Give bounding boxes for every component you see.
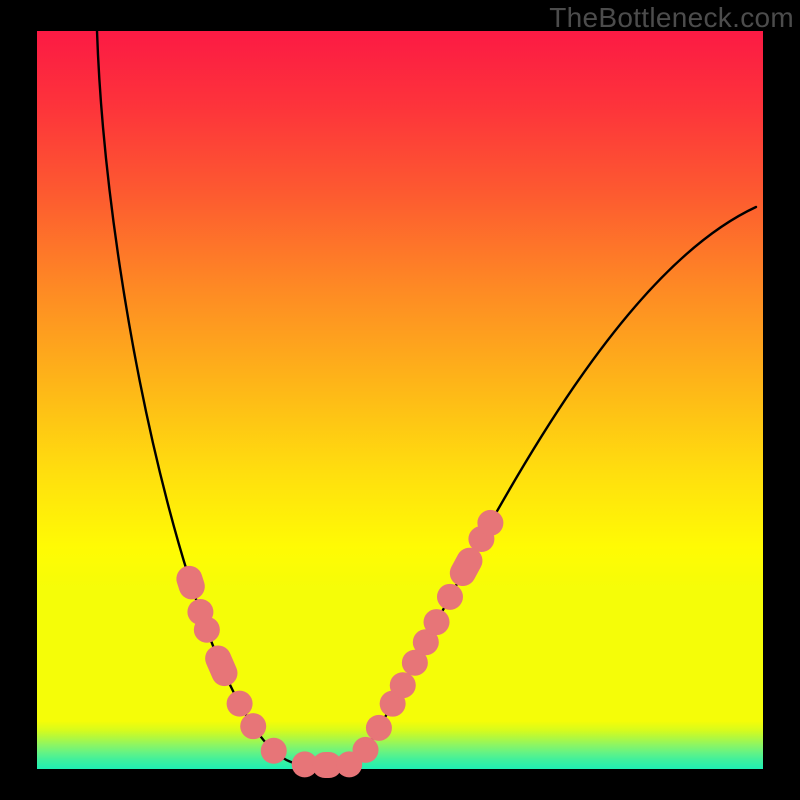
- data-capsule: [463, 561, 470, 573]
- data-capsule: [477, 510, 503, 536]
- data-capsule: [437, 584, 463, 610]
- data-capsule: [189, 579, 191, 587]
- data-capsule: [353, 737, 379, 763]
- data-capsule: [218, 658, 224, 673]
- data-capsule: [261, 738, 287, 764]
- data-capsule: [366, 715, 392, 741]
- gradient-plot-area: [37, 31, 763, 769]
- data-capsule: [424, 609, 450, 635]
- data-capsule: [227, 691, 253, 717]
- data-capsule: [240, 713, 266, 739]
- data-capsule: [390, 672, 416, 698]
- data-capsule: [194, 617, 220, 643]
- chart-stage: TheBottleneck.com: [0, 0, 800, 800]
- chart-svg: [0, 0, 800, 800]
